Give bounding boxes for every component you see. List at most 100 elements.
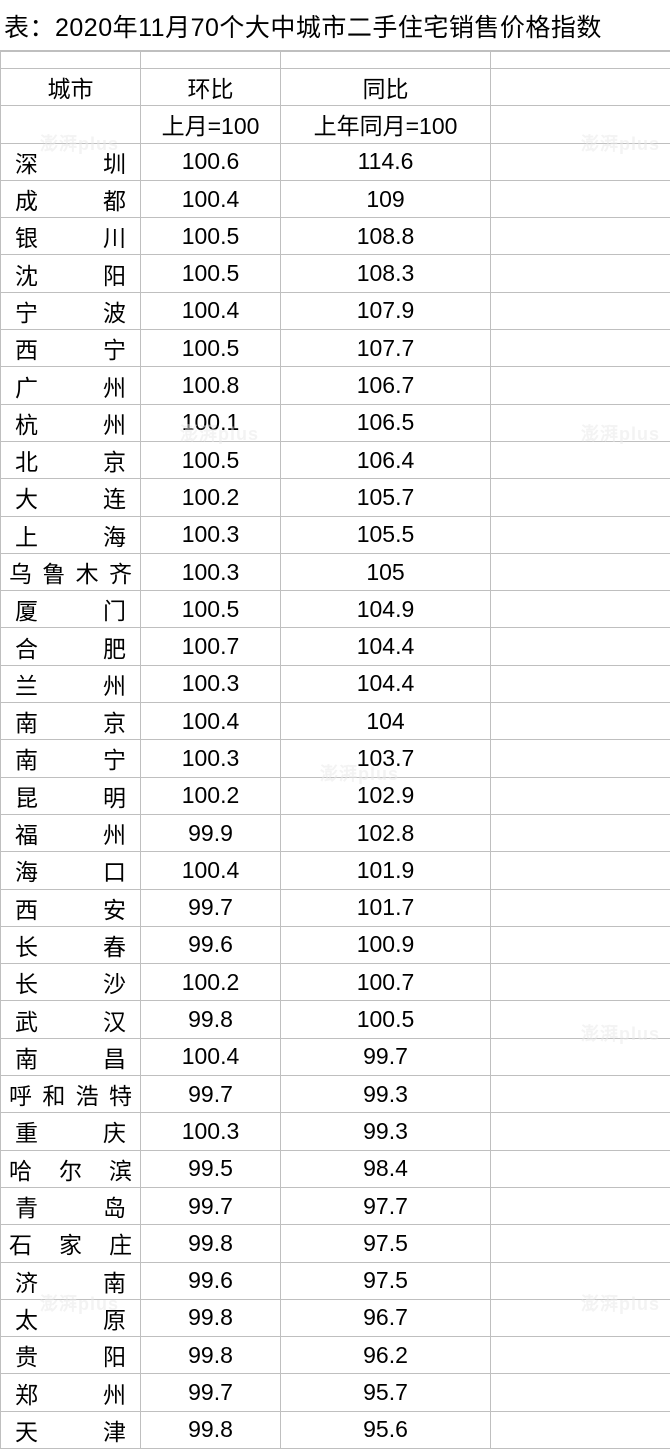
cell-ext bbox=[491, 628, 670, 665]
cell-city: 成都 bbox=[1, 180, 141, 217]
cell-ext bbox=[491, 367, 670, 404]
cell-mom: 99.9 bbox=[141, 814, 281, 851]
cell-ext bbox=[491, 852, 670, 889]
cell-ext bbox=[491, 1411, 670, 1448]
cell-ext bbox=[491, 591, 670, 628]
cell-city: 厦门 bbox=[1, 591, 141, 628]
table-row: 济南99.697.5 bbox=[1, 1262, 670, 1299]
table-row: 重庆100.399.3 bbox=[1, 1113, 670, 1150]
table-row: 上海100.3105.5 bbox=[1, 516, 670, 553]
header-city: 城市 bbox=[1, 69, 141, 106]
cell-ext bbox=[491, 703, 670, 740]
cell-yoy: 95.6 bbox=[281, 1411, 491, 1448]
cell-city: 上海 bbox=[1, 516, 141, 553]
table-row: 西安99.7101.7 bbox=[1, 889, 670, 926]
cell-yoy: 100.7 bbox=[281, 964, 491, 1001]
table-row: 北京100.5106.4 bbox=[1, 441, 670, 478]
table-row: 天津99.895.6 bbox=[1, 1411, 670, 1448]
cell-yoy: 99.3 bbox=[281, 1076, 491, 1113]
cell-mom: 100.3 bbox=[141, 1113, 281, 1150]
cell-city: 长沙 bbox=[1, 964, 141, 1001]
cell-ext bbox=[491, 665, 670, 702]
cell-city: 济南 bbox=[1, 1262, 141, 1299]
cell-yoy: 104.9 bbox=[281, 591, 491, 628]
table-row: 银川100.5108.8 bbox=[1, 218, 670, 255]
cell-yoy: 105.5 bbox=[281, 516, 491, 553]
cell-city: 西宁 bbox=[1, 330, 141, 367]
cell-ext bbox=[491, 180, 670, 217]
cell-yoy: 108.8 bbox=[281, 218, 491, 255]
table-row: 太原99.896.7 bbox=[1, 1299, 670, 1336]
header-yoy-sub: 上年同月=100 bbox=[281, 106, 491, 143]
cell-yoy: 106.7 bbox=[281, 367, 491, 404]
cell-yoy: 100.5 bbox=[281, 1001, 491, 1038]
cell-mom: 99.8 bbox=[141, 1299, 281, 1336]
cell-ext bbox=[491, 292, 670, 329]
cell-mom: 99.7 bbox=[141, 1076, 281, 1113]
cell-ext bbox=[491, 1299, 670, 1336]
table-row: 青岛99.797.7 bbox=[1, 1187, 670, 1224]
header-city-sub bbox=[1, 106, 141, 143]
cell-city: 南昌 bbox=[1, 1038, 141, 1075]
cell-yoy: 97.7 bbox=[281, 1187, 491, 1224]
cell-city: 太原 bbox=[1, 1299, 141, 1336]
cell-city: 兰州 bbox=[1, 665, 141, 702]
table-row: 沈阳100.5108.3 bbox=[1, 255, 670, 292]
spacer-row bbox=[1, 52, 670, 69]
cell-city: 重庆 bbox=[1, 1113, 141, 1150]
cell-mom: 100.8 bbox=[141, 367, 281, 404]
cell-mom: 99.7 bbox=[141, 889, 281, 926]
cell-city: 北京 bbox=[1, 441, 141, 478]
cell-yoy: 107.9 bbox=[281, 292, 491, 329]
cell-ext bbox=[491, 1337, 670, 1374]
cell-mom: 100.4 bbox=[141, 1038, 281, 1075]
cell-yoy: 107.7 bbox=[281, 330, 491, 367]
cell-yoy: 101.9 bbox=[281, 852, 491, 889]
cell-city: 贵阳 bbox=[1, 1337, 141, 1374]
cell-mom: 99.8 bbox=[141, 1225, 281, 1262]
table-row: 呼和浩特99.799.3 bbox=[1, 1076, 670, 1113]
table-row: 厦门100.5104.9 bbox=[1, 591, 670, 628]
header-row-2: 上月=100 上年同月=100 bbox=[1, 106, 670, 143]
price-index-table: 城市 环比 同比 上月=100 上年同月=100 深圳100.6114.6成都1… bbox=[0, 51, 670, 1449]
cell-mom: 100.4 bbox=[141, 852, 281, 889]
cell-ext bbox=[491, 1150, 670, 1187]
cell-city: 宁波 bbox=[1, 292, 141, 329]
cell-city: 沈阳 bbox=[1, 255, 141, 292]
cell-ext bbox=[491, 889, 670, 926]
cell-mom: 100.3 bbox=[141, 553, 281, 590]
cell-city: 西安 bbox=[1, 889, 141, 926]
cell-city: 石家庄 bbox=[1, 1225, 141, 1262]
cell-mom: 100.5 bbox=[141, 330, 281, 367]
header-mom-sub: 上月=100 bbox=[141, 106, 281, 143]
cell-yoy: 103.7 bbox=[281, 740, 491, 777]
cell-yoy: 96.7 bbox=[281, 1299, 491, 1336]
cell-city: 长春 bbox=[1, 926, 141, 963]
table-row: 南京100.4104 bbox=[1, 703, 670, 740]
table-row: 大连100.2105.7 bbox=[1, 479, 670, 516]
cell-mom: 100.5 bbox=[141, 441, 281, 478]
cell-ext bbox=[491, 330, 670, 367]
cell-yoy: 101.7 bbox=[281, 889, 491, 926]
cell-yoy: 104 bbox=[281, 703, 491, 740]
cell-ext bbox=[491, 814, 670, 851]
cell-yoy: 106.4 bbox=[281, 441, 491, 478]
cell-mom: 99.8 bbox=[141, 1001, 281, 1038]
cell-city: 呼和浩特 bbox=[1, 1076, 141, 1113]
cell-mom: 99.5 bbox=[141, 1150, 281, 1187]
cell-city: 青岛 bbox=[1, 1187, 141, 1224]
cell-ext bbox=[491, 441, 670, 478]
cell-yoy: 106.5 bbox=[281, 404, 491, 441]
table-row: 长沙100.2100.7 bbox=[1, 964, 670, 1001]
cell-yoy: 105 bbox=[281, 553, 491, 590]
table-title: 表：2020年11月70个大中城市二手住宅销售价格指数 bbox=[0, 0, 670, 51]
cell-mom: 99.7 bbox=[141, 1187, 281, 1224]
table-container: 表：2020年11月70个大中城市二手住宅销售价格指数 城市 环比 同比 上月=… bbox=[0, 0, 670, 1449]
cell-mom: 100.1 bbox=[141, 404, 281, 441]
cell-city: 天津 bbox=[1, 1411, 141, 1448]
cell-ext bbox=[491, 1374, 670, 1411]
cell-mom: 99.7 bbox=[141, 1374, 281, 1411]
cell-city: 深圳 bbox=[1, 143, 141, 180]
cell-mom: 100.2 bbox=[141, 479, 281, 516]
header-ext-sub bbox=[491, 106, 670, 143]
